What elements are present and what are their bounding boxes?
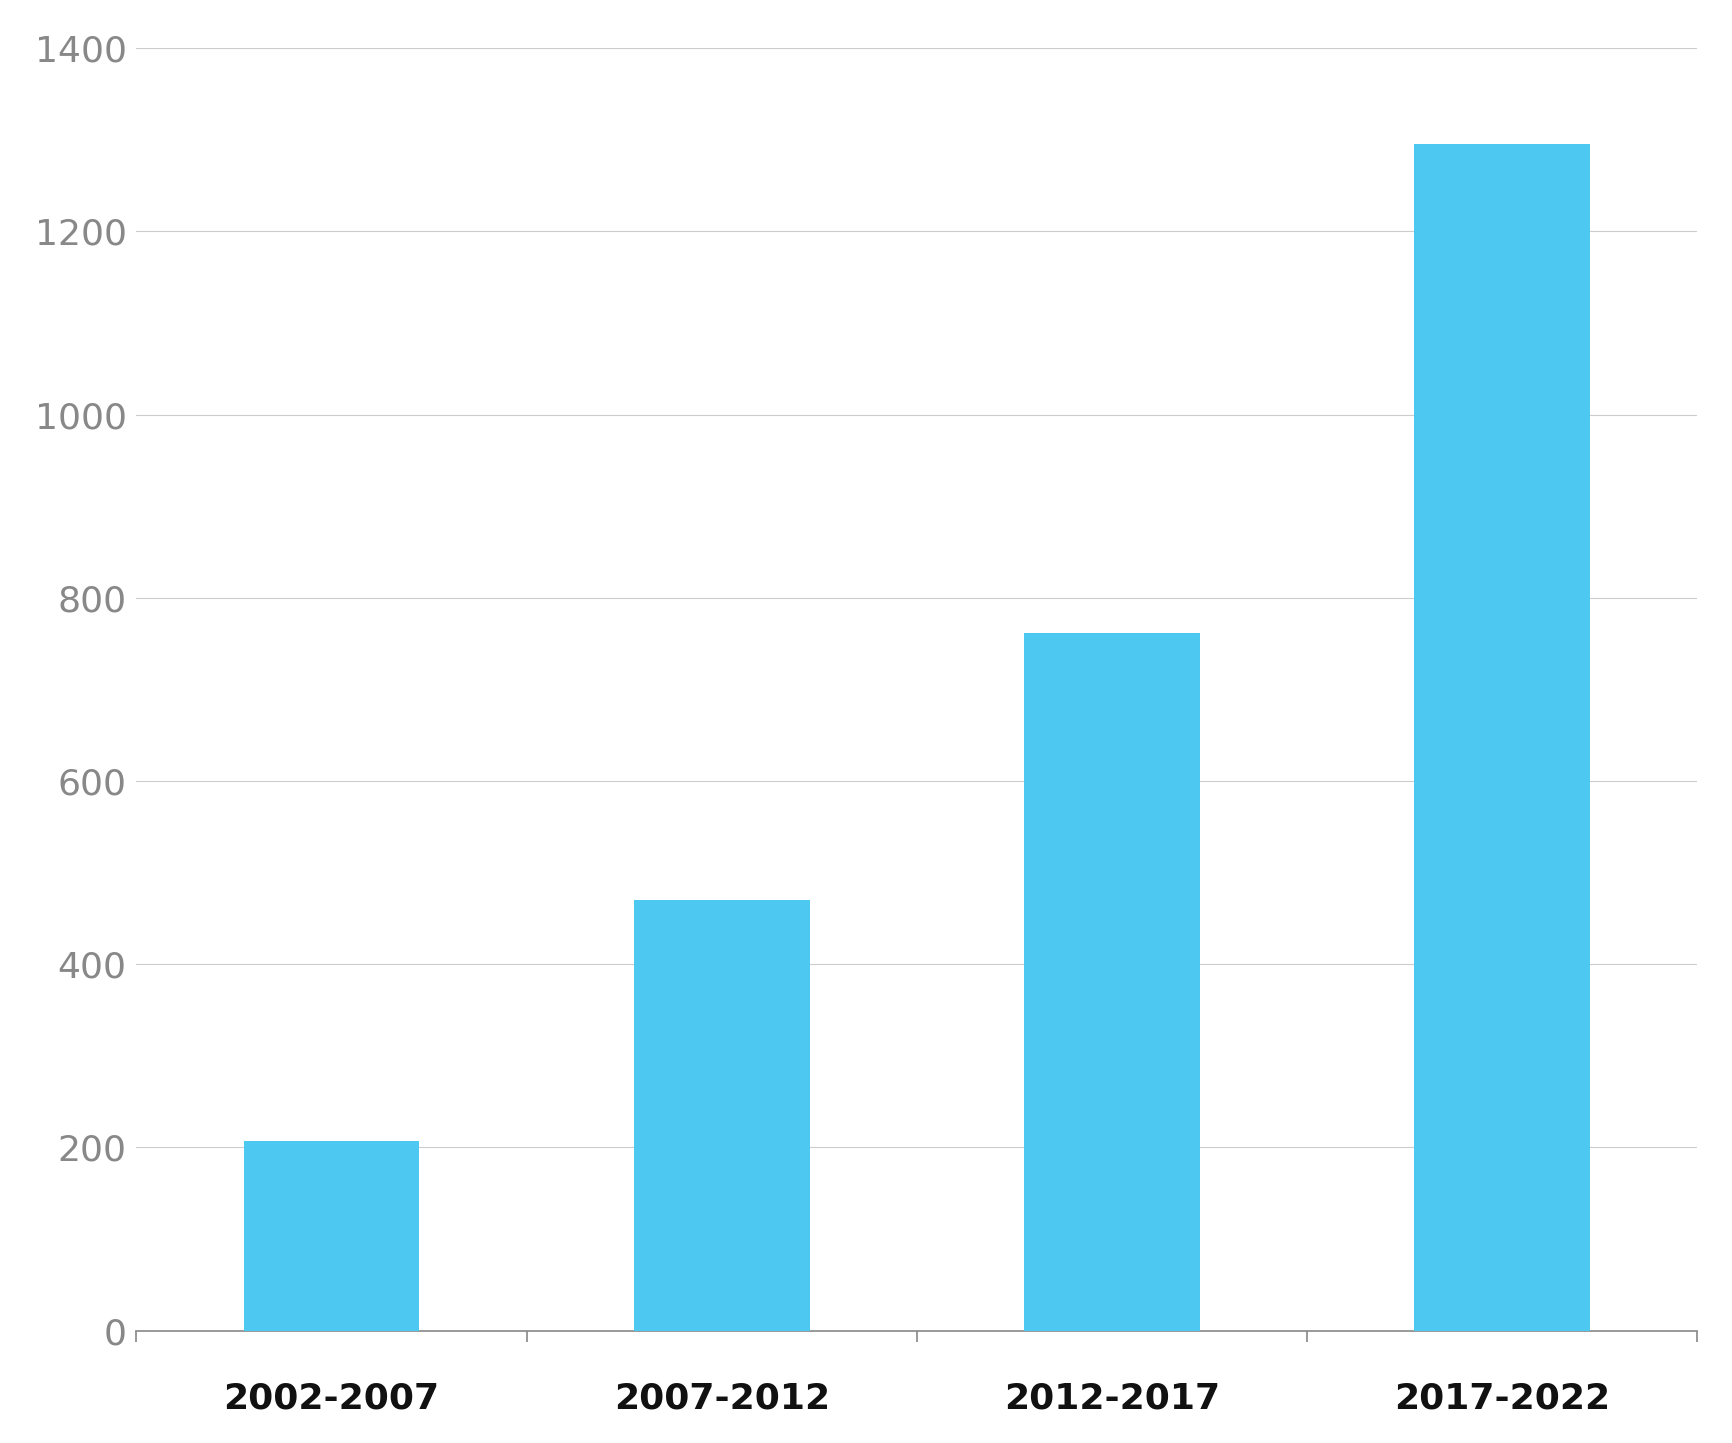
Bar: [634, 900, 809, 1330]
Bar: [1415, 144, 1590, 1330]
Bar: [1024, 632, 1200, 1330]
Text: 2012-2017: 2012-2017: [1005, 1381, 1219, 1416]
Text: 2017-2022: 2017-2022: [1394, 1381, 1611, 1416]
Text: 2002-2007: 2002-2007: [223, 1381, 440, 1416]
Text: 2007-2012: 2007-2012: [613, 1381, 830, 1416]
Bar: [244, 1141, 419, 1330]
